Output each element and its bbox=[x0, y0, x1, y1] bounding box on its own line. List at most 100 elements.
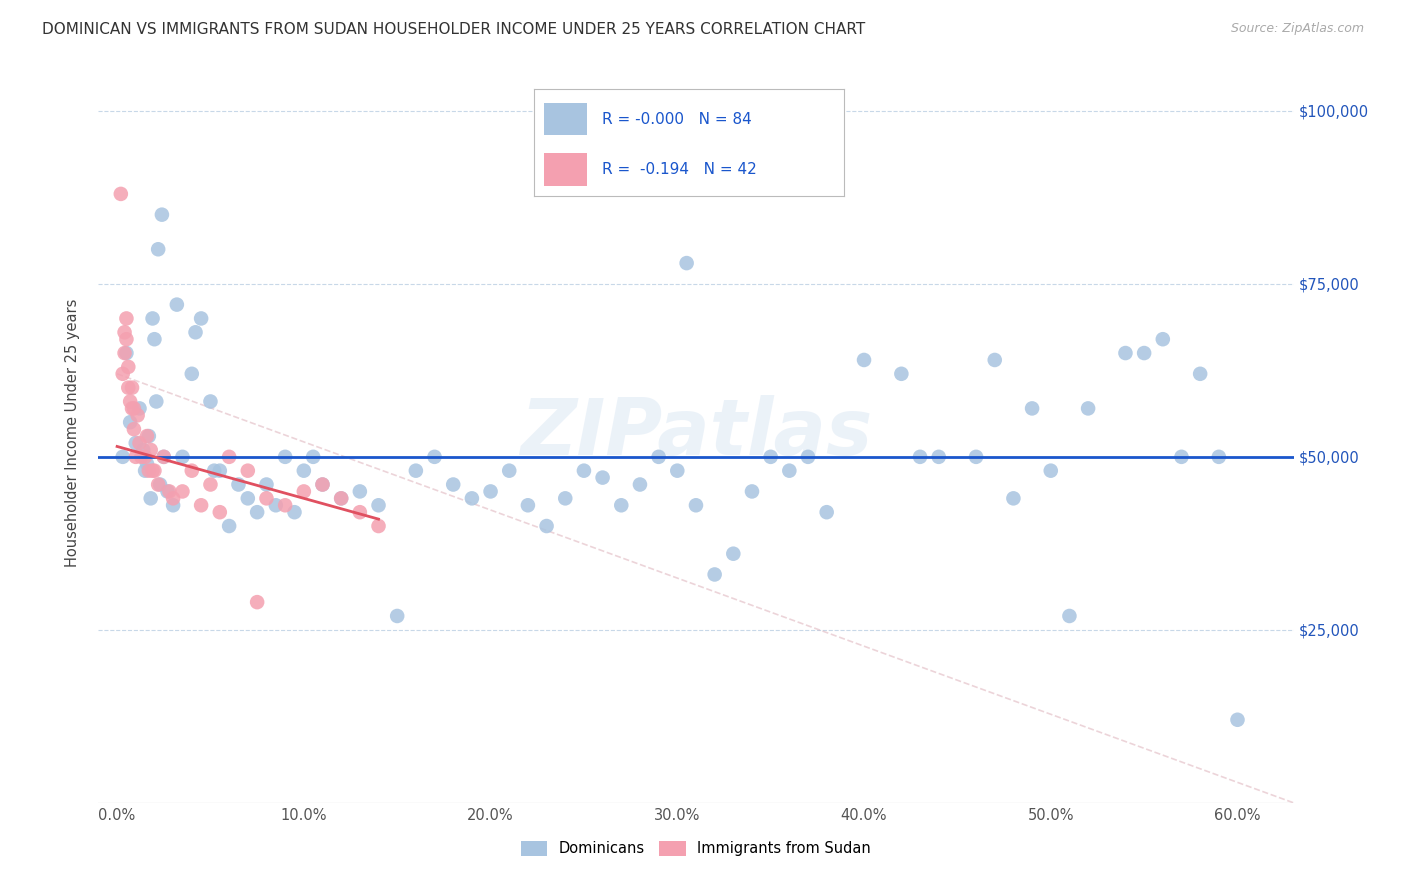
Point bbox=[723, 547, 745, 561]
Point bbox=[138, 464, 160, 478]
Point bbox=[628, 477, 651, 491]
Point bbox=[264, 498, 287, 512]
Point bbox=[1152, 332, 1174, 346]
Text: Source: ZipAtlas.com: Source: ZipAtlas.com bbox=[1230, 22, 1364, 36]
Point bbox=[610, 498, 633, 512]
Point bbox=[190, 311, 212, 326]
Point bbox=[145, 394, 167, 409]
Point bbox=[367, 498, 389, 512]
Point bbox=[592, 470, 614, 484]
Point bbox=[166, 297, 188, 311]
Point bbox=[815, 505, 838, 519]
Point bbox=[741, 484, 763, 499]
Text: ZIPatlas: ZIPatlas bbox=[520, 394, 872, 471]
Point bbox=[461, 491, 484, 506]
Point bbox=[148, 242, 170, 256]
Point bbox=[139, 442, 162, 457]
Point bbox=[292, 464, 315, 478]
Point bbox=[148, 477, 170, 491]
Point bbox=[180, 367, 202, 381]
Point bbox=[200, 394, 222, 409]
Point bbox=[853, 353, 876, 368]
Point bbox=[150, 208, 173, 222]
Point bbox=[142, 311, 165, 326]
Point bbox=[208, 464, 231, 478]
Point bbox=[180, 464, 202, 478]
Point bbox=[125, 436, 148, 450]
Point bbox=[131, 450, 153, 464]
Point bbox=[114, 326, 136, 340]
Point bbox=[117, 381, 139, 395]
Point bbox=[172, 484, 194, 499]
Legend: Dominicans, Immigrants from Sudan: Dominicans, Immigrants from Sudan bbox=[515, 835, 877, 863]
Point bbox=[647, 450, 669, 464]
Point bbox=[121, 381, 143, 395]
Point bbox=[246, 505, 269, 519]
Point bbox=[156, 484, 179, 499]
Point bbox=[115, 332, 138, 346]
Point bbox=[236, 491, 259, 506]
Point bbox=[128, 436, 150, 450]
Point bbox=[162, 491, 184, 506]
Point bbox=[423, 450, 446, 464]
Point bbox=[385, 609, 409, 624]
Point bbox=[208, 505, 231, 519]
Point bbox=[367, 519, 389, 533]
Point bbox=[139, 491, 162, 506]
Point bbox=[132, 442, 155, 457]
Point bbox=[149, 477, 172, 491]
Point bbox=[138, 429, 160, 443]
Point bbox=[134, 450, 156, 464]
Point bbox=[152, 450, 174, 464]
Point bbox=[152, 450, 174, 464]
Point bbox=[292, 484, 315, 499]
Point bbox=[479, 484, 502, 499]
Point bbox=[115, 346, 138, 360]
Point bbox=[117, 359, 139, 374]
Point bbox=[685, 498, 707, 512]
Point bbox=[572, 464, 595, 478]
Point bbox=[136, 457, 159, 471]
Point bbox=[111, 367, 134, 381]
Point bbox=[256, 477, 278, 491]
Point bbox=[1133, 346, 1156, 360]
FancyBboxPatch shape bbox=[544, 153, 586, 186]
Point bbox=[127, 409, 149, 423]
Point bbox=[1077, 401, 1099, 416]
Point bbox=[441, 477, 464, 491]
Point bbox=[218, 450, 240, 464]
Point bbox=[908, 450, 931, 464]
Point bbox=[536, 519, 558, 533]
Point bbox=[965, 450, 987, 464]
Point bbox=[200, 477, 222, 491]
Point bbox=[302, 450, 325, 464]
Point bbox=[405, 464, 427, 478]
Point bbox=[666, 464, 689, 478]
Point bbox=[890, 367, 912, 381]
Point bbox=[121, 401, 143, 416]
Point bbox=[1039, 464, 1062, 478]
Point bbox=[349, 505, 371, 519]
Point bbox=[122, 422, 145, 436]
Point bbox=[984, 353, 1007, 368]
Point bbox=[516, 498, 538, 512]
Point bbox=[228, 477, 250, 491]
Point bbox=[554, 491, 576, 506]
Point bbox=[122, 401, 145, 416]
Point bbox=[311, 477, 333, 491]
Point bbox=[190, 498, 212, 512]
Point bbox=[115, 311, 138, 326]
Point bbox=[1021, 401, 1043, 416]
Point bbox=[330, 491, 353, 506]
Point bbox=[128, 401, 150, 416]
Point bbox=[778, 464, 800, 478]
Point bbox=[202, 464, 225, 478]
Point bbox=[142, 464, 165, 478]
Text: R =  -0.194   N = 42: R = -0.194 N = 42 bbox=[602, 162, 756, 177]
Point bbox=[1114, 346, 1136, 360]
Point bbox=[311, 477, 333, 491]
FancyBboxPatch shape bbox=[544, 103, 586, 136]
Point bbox=[703, 567, 725, 582]
Point bbox=[172, 450, 194, 464]
Point bbox=[134, 464, 156, 478]
